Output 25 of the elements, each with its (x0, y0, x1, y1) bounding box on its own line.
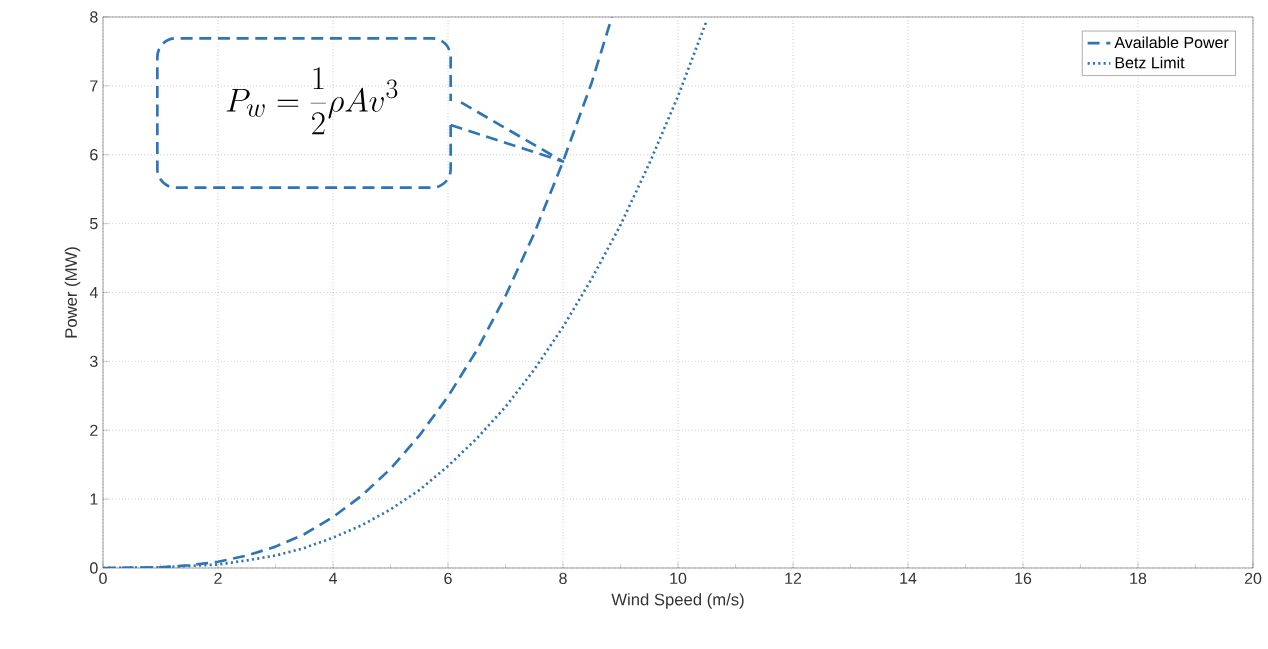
y-tick-label: 0 (90, 562, 98, 574)
y-axis-title: Power (MW) (64, 247, 81, 338)
y-tick-label: 6 (90, 149, 98, 161)
y-tick-label: 7 (90, 80, 98, 92)
x-tick-label: 0 (99, 572, 107, 585)
x-tick-label: 6 (444, 572, 452, 585)
x-tick-label: 2 (214, 572, 222, 584)
y-tick-label: 5 (90, 218, 98, 230)
x-axis-title: Wind Speed (m/s) (611, 593, 744, 609)
x-tick-label: 8 (559, 572, 567, 585)
y-tick-label: 3 (90, 355, 98, 368)
x-tick-label: 18 (1130, 572, 1147, 585)
legend-label: Betz Limit (1115, 56, 1185, 69)
x-tick-label: 10 (670, 572, 687, 585)
y-tick-label: 8 (90, 11, 98, 23)
x-tick-label: 20 (1244, 572, 1262, 585)
x-tick-label: 4 (328, 572, 337, 584)
annotation: $P_w = \frac{1}{2}\rho A v^3$ (226, 67, 398, 135)
legend-label: Available Power (1114, 36, 1229, 49)
y-tick-label: 1 (90, 493, 98, 505)
x-tick-label: 14 (900, 572, 917, 584)
y-tick-label: 2 (90, 424, 98, 436)
x-tick-label: 16 (1015, 572, 1032, 585)
x-tick-label: 12 (785, 572, 802, 584)
y-tick-label: 4 (89, 287, 98, 298)
